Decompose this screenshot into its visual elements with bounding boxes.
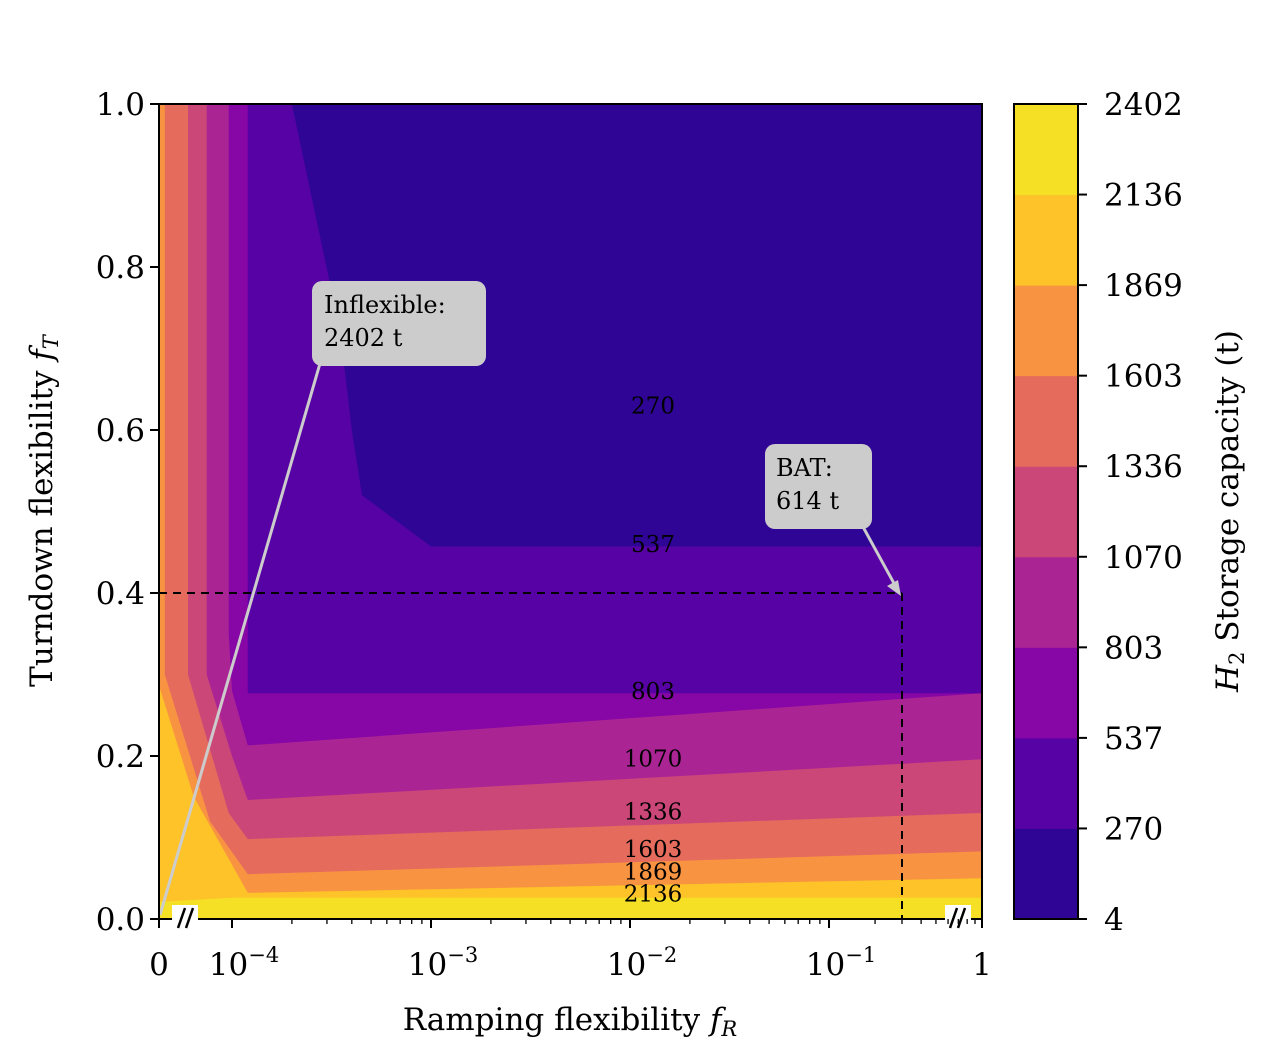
colorbar-tick-label: 2136 — [1104, 178, 1183, 214]
colorbar-tick-label: 803 — [1104, 630, 1163, 666]
colorbar-band-1336 — [1014, 375, 1078, 467]
colorbar — [1014, 104, 1078, 920]
x-tick-label: 0 — [149, 947, 169, 983]
colorbar-ticks: 4 270 537 803 1070 1336 1603 1869 2136 2402 — [1078, 87, 1183, 938]
annotation-box-bat: BAT: 614 t — [765, 444, 872, 529]
x-tick-label: 10−1 — [806, 943, 876, 983]
colorbar-band-1869 — [1014, 194, 1078, 286]
contour-label-803: 803 — [631, 679, 675, 705]
colorbar-tick-label: 2402 — [1104, 87, 1183, 123]
colorbar-tick-label: 1070 — [1104, 540, 1183, 576]
contour-label-2136: 2136 — [624, 882, 683, 908]
y-tick-label: 0.6 — [96, 413, 145, 449]
y-tick-label: 1.0 — [96, 87, 145, 123]
colorbar-band-537 — [1014, 647, 1078, 739]
annotation-bat-line2: 614 t — [776, 487, 839, 515]
contour-label-1070: 1070 — [624, 746, 683, 772]
contour-label-270: 270 — [631, 394, 675, 420]
contour-band-4 — [431, 104, 982, 408]
arrowhead-bat — [887, 580, 901, 596]
colorbar-frame — [1013, 103, 1079, 920]
annotations: Inflexible: 2402 t BAT: 614 t — [158, 281, 901, 916]
arrow-bat — [860, 524, 898, 588]
x-tick-label: 10−4 — [209, 943, 279, 983]
annotation-inflexible-line1: Inflexible: — [324, 291, 446, 319]
x-tick-label: 1 — [972, 947, 992, 983]
colorbar-label: H2 Storage capacity (t) — [1210, 330, 1249, 693]
annotation-box-inflexible: Inflexible: 2402 t — [312, 281, 486, 366]
x-axis-break-left — [172, 905, 198, 933]
contour-label-1603: 1603 — [624, 837, 683, 863]
y-axis-label: Turndown flexibility fT — [24, 333, 63, 687]
contour-label-1336: 1336 — [624, 799, 683, 825]
y-tick-label: 0.4 — [96, 576, 145, 612]
colorbar-band-4 — [1014, 828, 1078, 920]
x-tick-label: 10−3 — [408, 943, 478, 983]
y-axis-ticks: 0.0 0.2 0.4 0.6 0.8 1.0 — [96, 87, 159, 938]
x-axis-ticks: 0 10−4 10−3 10−2 10−1 1 — [149, 919, 992, 983]
arrow-inflexible — [158, 359, 323, 916]
colorbar-band-1070 — [1014, 466, 1078, 558]
colorbar-tick-label: 4 — [1104, 902, 1124, 938]
reference-lines — [159, 592, 903, 919]
colorbar-tick-label: 1869 — [1104, 268, 1183, 304]
annotation-inflexible-line2: 2402 t — [324, 324, 403, 352]
colorbar-tick-label: 270 — [1104, 811, 1163, 847]
colorbar-tick-label: 537 — [1104, 721, 1163, 757]
colorbar-band-2136 — [1014, 104, 1078, 196]
y-tick-label: 0.8 — [96, 250, 145, 286]
contour-label-537: 537 — [631, 532, 675, 558]
x-tick-label: 10−2 — [607, 943, 677, 983]
colorbar-band-1603 — [1014, 285, 1078, 377]
colorbar-tick-label: 1336 — [1104, 449, 1183, 485]
colorbar-tick-label: 1603 — [1104, 359, 1183, 395]
y-tick-label: 0.0 — [96, 902, 145, 938]
y-tick-label: 0.2 — [96, 739, 145, 775]
x-axis-label: Ramping flexibility fR — [403, 1002, 738, 1041]
annotation-bat-line1: BAT: — [776, 454, 833, 482]
contour-label-1869: 1869 — [624, 860, 683, 886]
colorbar-band-270 — [1014, 737, 1078, 829]
colorbar-band-803 — [1014, 556, 1078, 648]
x-axis-minor-ticks — [291, 919, 976, 924]
